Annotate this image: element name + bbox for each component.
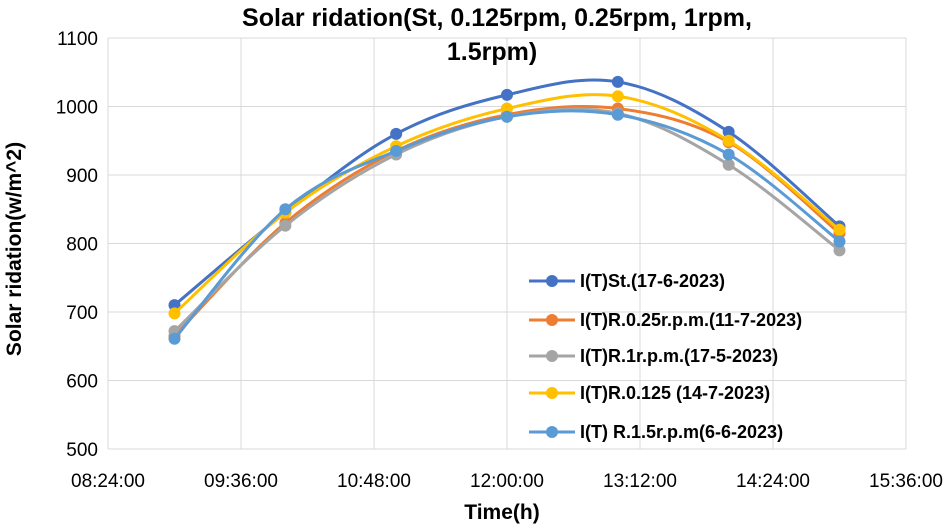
data-point [833, 223, 846, 236]
y-tick-label: 600 [66, 372, 98, 393]
chart-title-line-1: Solar ridation(St, 0.125rpm, 0.25rpm, 1r… [242, 4, 752, 32]
y-tick-label: 500 [66, 440, 98, 461]
data-point [611, 90, 624, 103]
legend-marker [546, 275, 558, 287]
x-tick-label: 08:24:00 [71, 471, 145, 492]
data-point [611, 108, 624, 121]
legend-item: I(T)R.1r.p.m.(17-5-2023) [529, 346, 778, 366]
legend: I(T)St.(17-6-2023) I(T)R.0.25r.p.m.(11-7-… [529, 271, 802, 442]
data-point [390, 127, 403, 140]
data-point [168, 307, 181, 320]
data-point [390, 145, 403, 158]
series-5 [168, 108, 846, 345]
y-tick-label: 1100 [57, 29, 98, 50]
legend-label: I(T)R.0.25r.p.m.(11-7-2023) [580, 310, 802, 330]
legend-label: I(T)R.1r.p.m.(17-5-2023) [580, 346, 778, 366]
legend-marker [546, 314, 558, 326]
legend-label: I(T)St.(17-6-2023) [580, 271, 725, 291]
x-tick-label: 09:36:00 [204, 471, 278, 492]
x-tick-label: 12:00:00 [470, 471, 544, 492]
legend-item: I(T)R.0.25r.p.m.(11-7-2023) [529, 310, 802, 330]
data-point [501, 110, 513, 123]
data-point [168, 299, 181, 312]
y-tick-label: 700 [66, 303, 98, 324]
legend-item: I(T)R.0.125 (14-7-2023) [529, 383, 770, 403]
x-tick-label: 10:48:00 [337, 471, 411, 492]
y-axis-ticks: 500 600 700 800 900 1000 1100 [56, 29, 98, 461]
x-tick-label: 14:24:00 [736, 471, 810, 492]
data-point [722, 125, 735, 138]
data-point [722, 158, 735, 171]
data-point [279, 219, 292, 232]
y-axis-title: Solar ridation(w/m^2) [3, 142, 26, 356]
x-tick-label: 13:12:00 [603, 471, 677, 492]
data-point [722, 148, 735, 161]
legend-label: I(T)R.0.125 (14-7-2023) [580, 383, 770, 403]
data-point [501, 102, 513, 115]
y-tick-label: 900 [66, 166, 98, 187]
data-point [611, 75, 624, 88]
legend-marker [546, 426, 558, 438]
data-point [833, 244, 846, 257]
y-tick-label: 800 [66, 235, 98, 256]
legend-marker [546, 387, 558, 399]
legend-marker [546, 350, 558, 362]
data-point [279, 203, 292, 216]
x-tick-label: 15:36:00 [869, 471, 943, 492]
data-point [722, 134, 735, 147]
legend-item: I(T) R.1.5r.p.m(6-6-2023) [529, 422, 783, 442]
legend-item: I(T)St.(17-6-2023) [529, 271, 725, 291]
y-tick-label: 1000 [56, 98, 98, 119]
x-axis-ticks: 08:24:00 09:36:00 10:48:00 12:00:00 13:12:00… [71, 471, 943, 492]
legend-label: I(T) R.1.5r.p.m(6-6-2023) [580, 422, 783, 442]
data-point [168, 332, 181, 345]
data-point [833, 235, 846, 248]
chart-title-line-2: 1.5rpm) [447, 38, 537, 66]
series-group [168, 75, 846, 345]
data-point [501, 88, 513, 101]
x-axis-title: Time(h) [464, 501, 539, 524]
